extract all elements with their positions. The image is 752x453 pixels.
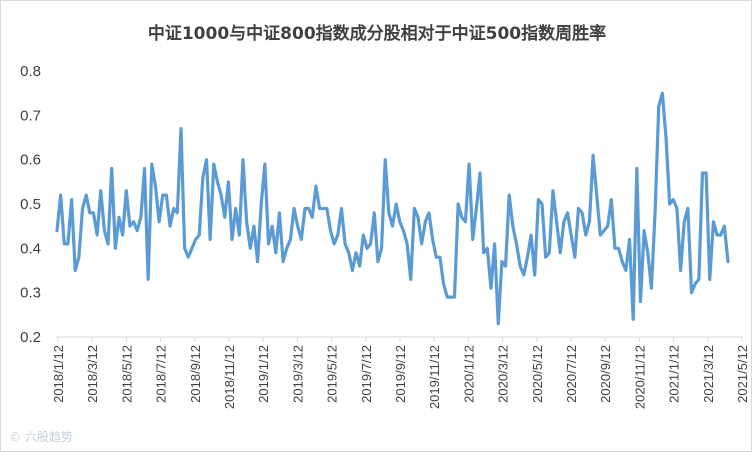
x-tick-label: 2020/11/12 bbox=[632, 345, 647, 409]
x-tick-label: 2018/7/12 bbox=[154, 345, 169, 403]
y-tick-label: 0.2 bbox=[20, 329, 41, 346]
x-tick-label: 2018/11/12 bbox=[222, 345, 237, 409]
chart-title: 中证1000与中证800指数成分股相对于中证500指数周胜率 bbox=[147, 24, 607, 44]
x-tick-label: 2019/5/12 bbox=[325, 345, 340, 403]
x-tick-label: 2019/11/12 bbox=[427, 345, 442, 409]
x-tick-label: 2021/5/12 bbox=[735, 345, 750, 403]
y-tick-label: 0.5 bbox=[20, 196, 41, 213]
x-tick-label: 2020/1/12 bbox=[461, 345, 476, 403]
series-line bbox=[55, 91, 730, 326]
y-axis-ticks: 0.2 0.3 0.4 0.5 0.6 0.7 0.8 bbox=[20, 63, 41, 346]
x-tick-label: 2018/5/12 bbox=[119, 345, 134, 403]
x-axis-ticks: 2018/1/12 2018/3/12 2018/5/12 2018/7/12 2018… bbox=[51, 345, 750, 409]
x-tick-label: 2020/3/12 bbox=[496, 345, 511, 403]
x-tick-label: 2019/1/12 bbox=[256, 345, 271, 403]
y-tick-label: 0.6 bbox=[20, 152, 41, 169]
x-axis-tick-marks bbox=[57, 337, 743, 342]
x-tick-label: 2019/7/12 bbox=[359, 345, 374, 403]
x-tick-label: 2021/3/12 bbox=[701, 345, 716, 403]
x-tick-label: 2019/3/12 bbox=[290, 345, 305, 403]
x-tick-label: 2018/1/12 bbox=[51, 345, 66, 403]
x-tick-label: 2021/1/12 bbox=[667, 345, 682, 403]
y-tick-label: 0.8 bbox=[20, 63, 41, 80]
watermark-logo: © 六股趋势 bbox=[9, 430, 73, 444]
x-tick-label: 2018/3/12 bbox=[85, 345, 100, 403]
y-tick-label: 0.3 bbox=[20, 285, 41, 302]
y-tick-label: 0.7 bbox=[20, 107, 41, 124]
x-tick-label: 2020/7/12 bbox=[564, 345, 579, 403]
y-tick-label: 0.4 bbox=[20, 240, 41, 257]
x-tick-label: 2019/9/12 bbox=[393, 345, 408, 403]
x-tick-label: 2018/9/12 bbox=[188, 345, 203, 403]
x-tick-label: 2020/5/12 bbox=[530, 345, 545, 403]
x-tick-label: 2020/9/12 bbox=[598, 345, 613, 403]
